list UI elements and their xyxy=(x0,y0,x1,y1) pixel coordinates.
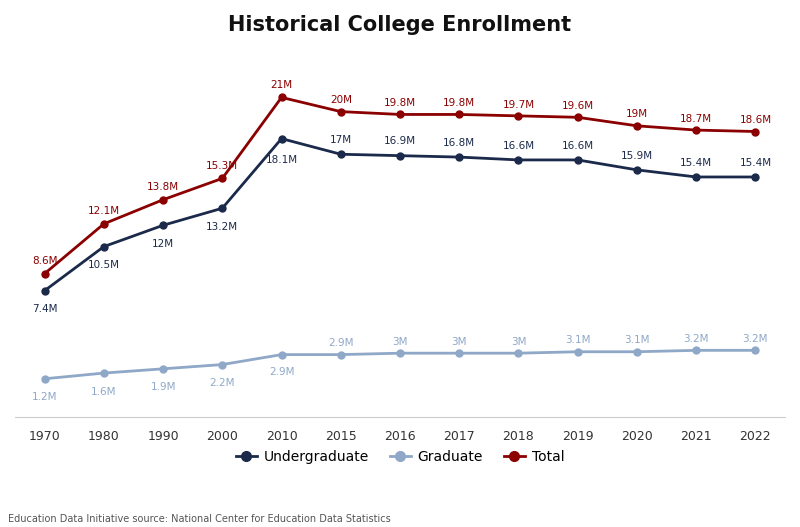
Text: 19.8M: 19.8M xyxy=(384,98,416,108)
Text: 15.9M: 15.9M xyxy=(621,151,653,161)
Text: Education Data Initiative source: National Center for Education Data Statistics: Education Data Initiative source: Nation… xyxy=(8,514,390,524)
Text: 3.2M: 3.2M xyxy=(742,334,768,344)
Text: 1.6M: 1.6M xyxy=(91,386,117,396)
Text: 16.6M: 16.6M xyxy=(562,141,594,151)
Legend: Undergraduate, Graduate, Total: Undergraduate, Graduate, Total xyxy=(230,444,570,470)
Text: 19.7M: 19.7M xyxy=(502,100,534,110)
Text: 3M: 3M xyxy=(392,337,408,347)
Text: 3M: 3M xyxy=(451,337,467,347)
Text: 16.6M: 16.6M xyxy=(502,141,534,151)
Text: 2.9M: 2.9M xyxy=(328,338,354,348)
Text: 3.2M: 3.2M xyxy=(683,334,709,344)
Text: 19M: 19M xyxy=(626,110,648,120)
Text: 3M: 3M xyxy=(510,337,526,347)
Text: 20M: 20M xyxy=(330,95,352,105)
Text: 1.9M: 1.9M xyxy=(150,382,176,392)
Text: 2.2M: 2.2M xyxy=(210,378,235,388)
Text: 15.3M: 15.3M xyxy=(206,161,238,171)
Text: 8.6M: 8.6M xyxy=(32,256,58,266)
Text: 13.2M: 13.2M xyxy=(206,222,238,232)
Text: 12M: 12M xyxy=(152,239,174,249)
Text: 18.7M: 18.7M xyxy=(680,114,712,124)
Title: Historical College Enrollment: Historical College Enrollment xyxy=(229,15,571,35)
Text: 19.8M: 19.8M xyxy=(443,98,475,108)
Text: 15.4M: 15.4M xyxy=(739,158,771,168)
Text: 16.9M: 16.9M xyxy=(384,136,416,147)
Text: 15.4M: 15.4M xyxy=(680,158,712,168)
Text: 3.1M: 3.1M xyxy=(565,335,590,345)
Text: 12.1M: 12.1M xyxy=(88,206,120,216)
Text: 18.6M: 18.6M xyxy=(739,115,771,125)
Text: 16.8M: 16.8M xyxy=(443,138,475,148)
Text: 7.4M: 7.4M xyxy=(32,304,58,314)
Text: 10.5M: 10.5M xyxy=(88,260,120,270)
Text: 21M: 21M xyxy=(270,80,293,90)
Text: 18.1M: 18.1M xyxy=(266,155,298,165)
Text: 2.9M: 2.9M xyxy=(269,367,294,377)
Text: 17M: 17M xyxy=(330,135,352,145)
Text: 19.6M: 19.6M xyxy=(562,101,594,111)
Text: 13.8M: 13.8M xyxy=(147,182,179,192)
Text: 3.1M: 3.1M xyxy=(624,335,650,345)
Text: 1.2M: 1.2M xyxy=(32,392,58,402)
